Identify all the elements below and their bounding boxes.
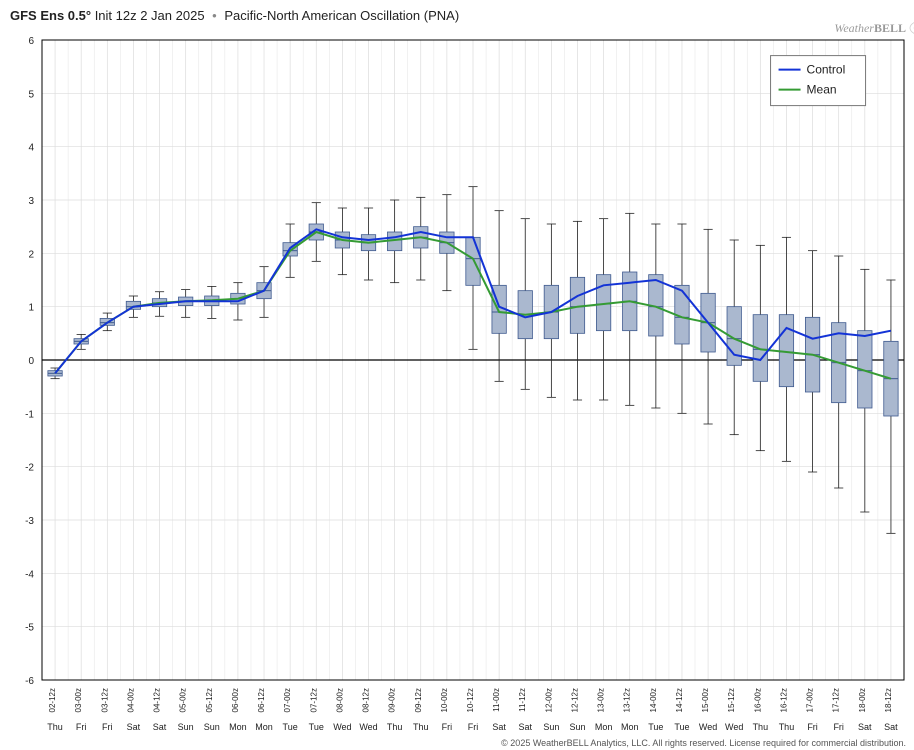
x-tick-label: 16-12z — [779, 688, 788, 712]
x-day-label: Fri — [468, 722, 479, 732]
y-tick-label: 2 — [28, 249, 34, 260]
y-tick-label: 3 — [28, 196, 34, 207]
legend-label: Mean — [807, 83, 837, 97]
x-day-label: Sat — [492, 722, 506, 732]
x-tick-label: 11-00z — [492, 688, 501, 712]
x-day-label: Sun — [569, 722, 585, 732]
x-day-label: Wed — [359, 722, 377, 732]
x-day-label: Thu — [779, 722, 795, 732]
x-day-label: Tue — [309, 722, 324, 732]
x-tick-label: 08-00z — [335, 688, 344, 712]
x-tick-label: 03-00z — [74, 688, 83, 712]
x-day-label: Tue — [283, 722, 298, 732]
x-tick-label: 08-12z — [362, 688, 371, 712]
y-tick-label: -4 — [25, 569, 34, 580]
x-day-label: Tue — [674, 722, 689, 732]
x-day-label: Tue — [648, 722, 663, 732]
x-day-label: Sat — [153, 722, 167, 732]
x-day-label: Thu — [753, 722, 769, 732]
x-tick-label: 11-12z — [518, 688, 527, 712]
x-tick-label: 13-12z — [623, 688, 632, 712]
x-day-label: Thu — [413, 722, 429, 732]
x-tick-label: 14-00z — [649, 688, 658, 712]
x-tick-label: 14-12z — [675, 688, 684, 712]
x-day-label: Sun — [178, 722, 194, 732]
x-tick-label: 10-00z — [440, 688, 449, 712]
x-day-label: Fri — [442, 722, 453, 732]
x-tick-label: 17-12z — [832, 688, 841, 712]
x-day-label: Sat — [884, 722, 898, 732]
x-day-label: Sat — [518, 722, 532, 732]
x-day-label: Fri — [102, 722, 113, 732]
x-day-label: Sun — [543, 722, 559, 732]
x-day-label: Thu — [47, 722, 63, 732]
x-tick-label: 04-00z — [126, 688, 135, 712]
x-day-label: Mon — [255, 722, 273, 732]
x-day-label: Sat — [858, 722, 872, 732]
x-day-label: Mon — [229, 722, 247, 732]
x-day-label: Sat — [127, 722, 141, 732]
legend-label: Control — [807, 63, 846, 77]
y-tick-label: 5 — [28, 89, 34, 100]
x-day-label: Thu — [387, 722, 403, 732]
x-day-label: Mon — [595, 722, 613, 732]
x-day-label: Wed — [699, 722, 717, 732]
x-tick-label: 07-00z — [283, 688, 292, 712]
y-tick-label: -6 — [25, 676, 34, 687]
x-tick-label: 12-00z — [544, 688, 553, 712]
x-tick-label: 06-00z — [231, 688, 240, 712]
x-tick-label: 16-00z — [753, 688, 762, 712]
x-day-label: Sun — [204, 722, 220, 732]
y-tick-label: -2 — [25, 463, 34, 474]
copyright-footer: © 2025 WeatherBELL Analytics, LLC. All r… — [501, 738, 906, 748]
x-tick-label: 06-12z — [257, 688, 266, 712]
x-tick-label: 18-12z — [884, 688, 893, 712]
x-tick-label: 17-00z — [806, 688, 815, 712]
x-tick-label: 09-00z — [388, 688, 397, 712]
pna-chart: -6 -5 -4 -3 -2 -1 0 1 2 3 4 5 6 02-12z 03-00z 03-12z 04-… — [0, 0, 914, 750]
y-tick-label: 6 — [28, 36, 34, 47]
y-tick-label: -5 — [25, 623, 34, 634]
x-day-label: Mon — [621, 722, 639, 732]
x-day-label: Wed — [333, 722, 351, 732]
x-tick-label: 10-12z — [466, 688, 475, 712]
y-tick-label: 0 — [28, 356, 34, 367]
x-tick-label: 09-12z — [414, 688, 423, 712]
x-day-label: Fri — [807, 722, 818, 732]
x-tick-label: 05-12z — [205, 688, 214, 712]
x-tick-label: 15-00z — [701, 688, 710, 712]
x-day-label: Fri — [833, 722, 844, 732]
x-day-label: Fri — [76, 722, 87, 732]
x-day-label: Wed — [725, 722, 743, 732]
x-tick-label: 02-12z — [48, 688, 57, 712]
x-tick-label: 15-12z — [727, 688, 736, 712]
x-tick-label: 13-00z — [597, 688, 606, 712]
box — [466, 237, 480, 285]
x-tick-label: 07-12z — [309, 688, 318, 712]
x-tick-label: 04-12z — [153, 688, 162, 712]
x-tick-label: 12-12z — [570, 688, 579, 712]
y-tick-label: 4 — [28, 143, 34, 154]
y-tick-label: -1 — [25, 409, 34, 420]
x-tick-label: 03-12z — [100, 688, 109, 712]
x-tick-label: 18-00z — [858, 688, 867, 712]
x-tick-label: 05-00z — [179, 688, 188, 712]
y-tick-label: -3 — [25, 516, 34, 527]
y-tick-label: 1 — [28, 303, 34, 314]
